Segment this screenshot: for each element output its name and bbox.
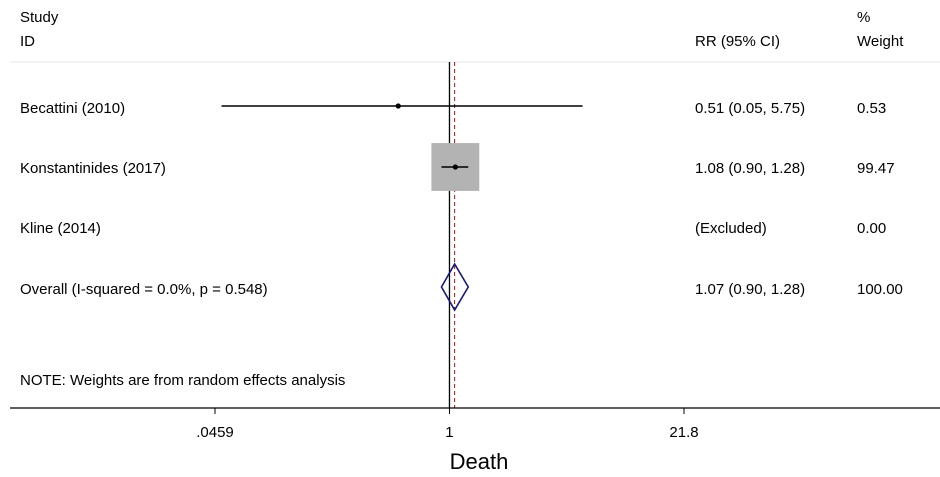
point-estimate-becattini bbox=[395, 103, 401, 109]
ci-text-overall: 1.07 (0.90, 1.28) bbox=[695, 281, 805, 298]
ci-text-becattini: 0.51 (0.05, 5.75) bbox=[695, 100, 805, 117]
ci-text-kline: (Excluded) bbox=[695, 220, 767, 237]
weight-overall: 100.00 bbox=[857, 281, 903, 298]
x-tick-label-1: 1 bbox=[445, 424, 453, 441]
point-estimate-konstantinides bbox=[452, 164, 458, 170]
weight-konstantinides: 99.47 bbox=[857, 160, 895, 177]
x-tick-label-0: .0459 bbox=[196, 424, 234, 441]
header-study: Study bbox=[20, 9, 59, 26]
weight-kline: 0.00 bbox=[857, 220, 886, 237]
header-weight: Weight bbox=[857, 33, 904, 50]
x-tick-label-2: 21.8 bbox=[669, 424, 698, 441]
study-label-becattini: Becattini (2010) bbox=[20, 100, 125, 117]
study-label-konstantinides: Konstantinides (2017) bbox=[20, 160, 166, 177]
study-label-kline: Kline (2014) bbox=[20, 220, 101, 237]
overall-label: Overall (I-squared = 0.0%, p = 0.548) bbox=[20, 281, 268, 298]
weight-becattini: 0.53 bbox=[857, 100, 886, 117]
note-text: NOTE: Weights are from random effects an… bbox=[20, 372, 345, 389]
header-percent: % bbox=[857, 9, 870, 26]
x-axis-title: Death bbox=[450, 449, 509, 474]
overall-diamond bbox=[440, 262, 470, 312]
header-ci: RR (95% CI) bbox=[695, 33, 780, 50]
header-id: ID bbox=[20, 33, 35, 50]
ci-text-konstantinides: 1.08 (0.90, 1.28) bbox=[695, 160, 805, 177]
